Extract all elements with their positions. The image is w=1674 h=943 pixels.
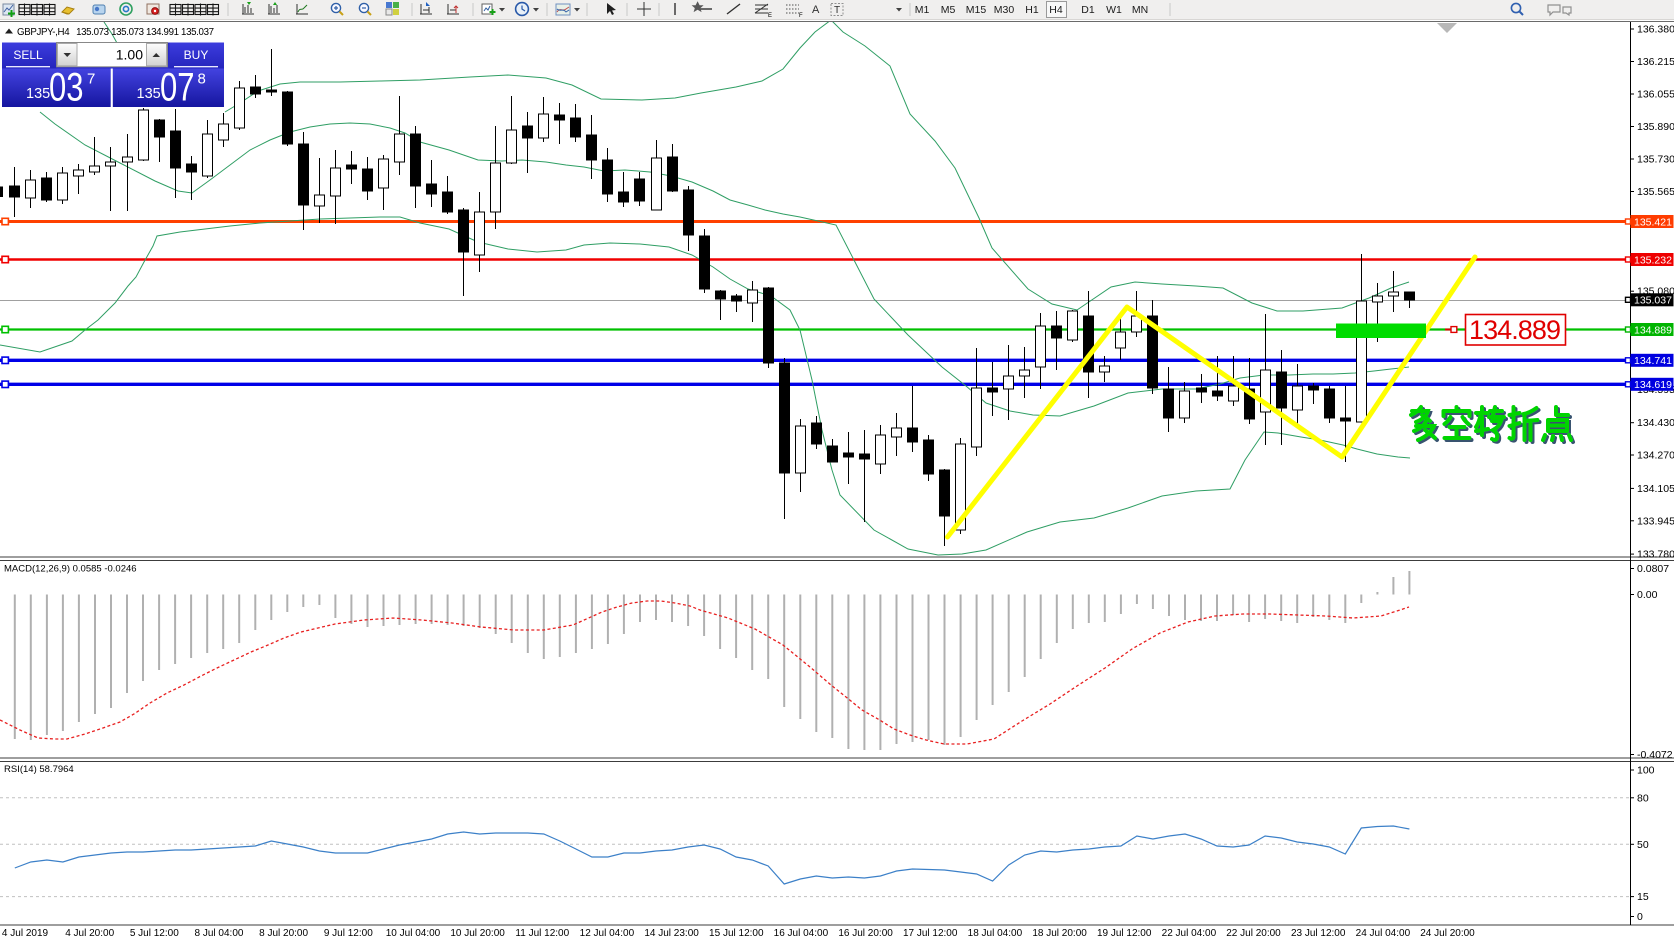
svg-text:07: 07	[160, 66, 195, 110]
svg-text:100: 100	[1637, 765, 1655, 777]
svg-text:0.00: 0.00	[1637, 589, 1658, 601]
svg-text:133.780: 133.780	[1637, 549, 1674, 561]
svg-text:BUY: BUY	[184, 48, 209, 62]
svg-text:134.105: 134.105	[1637, 483, 1674, 495]
svg-text:134.889: 134.889	[1634, 324, 1672, 336]
svg-text:03: 03	[49, 66, 84, 110]
svg-text:F: F	[799, 13, 803, 19]
svg-text:135: 135	[137, 86, 161, 102]
svg-text:135.890: 135.890	[1637, 121, 1674, 133]
svg-text:M1: M1	[915, 4, 930, 16]
svg-text:15 Jul 12:00: 15 Jul 12:00	[709, 928, 764, 939]
svg-text:134.430: 134.430	[1637, 417, 1674, 429]
svg-text:SELL: SELL	[13, 48, 43, 62]
svg-text:T: T	[834, 5, 840, 16]
svg-text:8 Jul 20:00: 8 Jul 20:00	[259, 928, 308, 939]
svg-text:18 Jul 04:00: 18 Jul 04:00	[968, 928, 1023, 939]
svg-text:135.421: 135.421	[1634, 216, 1672, 228]
svg-text:80: 80	[1637, 792, 1649, 804]
svg-text:4 Jul 20:00: 4 Jul 20:00	[65, 928, 114, 939]
svg-text:133.945: 133.945	[1637, 515, 1674, 527]
svg-text:23 Jul 12:00: 23 Jul 12:00	[1291, 928, 1346, 939]
svg-text:16 Jul 20:00: 16 Jul 20:00	[838, 928, 893, 939]
svg-text:H1: H1	[1025, 4, 1039, 16]
svg-text:MN: MN	[1132, 4, 1148, 16]
svg-text:M15: M15	[966, 4, 987, 16]
svg-text:134.741: 134.741	[1634, 355, 1672, 367]
svg-text:134.270: 134.270	[1637, 450, 1674, 462]
svg-text:D1: D1	[1081, 4, 1095, 16]
svg-text:1.00: 1.00	[116, 47, 143, 63]
svg-text:8: 8	[198, 71, 206, 88]
svg-text:8 Jul 04:00: 8 Jul 04:00	[195, 928, 244, 939]
svg-text:RSI(14) 58.7964: RSI(14) 58.7964	[4, 764, 74, 775]
svg-text:135: 135	[26, 86, 50, 102]
svg-text:9 Jul 12:00: 9 Jul 12:00	[324, 928, 373, 939]
svg-text:50: 50	[1637, 839, 1649, 851]
svg-text:135.730: 135.730	[1637, 154, 1674, 166]
svg-text:10 Jul 04:00: 10 Jul 04:00	[386, 928, 441, 939]
svg-text:5 Jul 12:00: 5 Jul 12:00	[130, 928, 179, 939]
svg-text:4 Jul 2019: 4 Jul 2019	[2, 928, 49, 939]
svg-text:0.0807: 0.0807	[1637, 563, 1669, 575]
svg-text:W1: W1	[1106, 4, 1122, 16]
svg-text:135.565: 135.565	[1637, 186, 1674, 198]
svg-text:24 Jul 04:00: 24 Jul 04:00	[1356, 928, 1411, 939]
svg-text:E: E	[768, 13, 772, 19]
svg-text:135.037: 135.037	[1634, 295, 1672, 307]
svg-text:18 Jul 20:00: 18 Jul 20:00	[1032, 928, 1087, 939]
svg-text:134.619: 134.619	[1634, 379, 1672, 391]
svg-text:136.055: 136.055	[1637, 89, 1674, 101]
svg-text:136.380: 136.380	[1637, 24, 1674, 36]
svg-text:H4: H4	[1049, 4, 1063, 16]
svg-text:15: 15	[1637, 891, 1649, 903]
svg-text:M5: M5	[941, 4, 956, 16]
svg-text:22 Jul 04:00: 22 Jul 04:00	[1162, 928, 1217, 939]
svg-text:22 Jul 20:00: 22 Jul 20:00	[1226, 928, 1281, 939]
svg-text:136.215: 136.215	[1637, 56, 1674, 68]
svg-text:17 Jul 12:00: 17 Jul 12:00	[903, 928, 958, 939]
svg-text:7: 7	[87, 71, 95, 88]
svg-text:-0.4072: -0.4072	[1637, 749, 1673, 761]
svg-text:16 Jul 04:00: 16 Jul 04:00	[774, 928, 829, 939]
svg-text:19 Jul 12:00: 19 Jul 12:00	[1097, 928, 1152, 939]
svg-text:14 Jul 23:00: 14 Jul 23:00	[644, 928, 699, 939]
svg-text:M30: M30	[994, 4, 1015, 16]
svg-text:MACD(12,26,9) 0.0585 -0.0246: MACD(12,26,9) 0.0585 -0.0246	[4, 564, 137, 575]
svg-text:134.889: 134.889	[1469, 315, 1561, 345]
svg-text:24 Jul 20:00: 24 Jul 20:00	[1420, 928, 1475, 939]
svg-text:11 Jul 12:00: 11 Jul 12:00	[515, 928, 569, 939]
svg-text:135.232: 135.232	[1634, 254, 1672, 266]
svg-text:12 Jul 04:00: 12 Jul 04:00	[580, 928, 635, 939]
svg-text:A: A	[812, 4, 820, 16]
svg-text:10 Jul 20:00: 10 Jul 20:00	[450, 928, 505, 939]
svg-text:0: 0	[1637, 911, 1643, 923]
svg-text:GBPJPY-,H4 135.073 135.073 13: GBPJPY-,H4 135.073 135.073 134.991 135.0…	[17, 27, 214, 38]
